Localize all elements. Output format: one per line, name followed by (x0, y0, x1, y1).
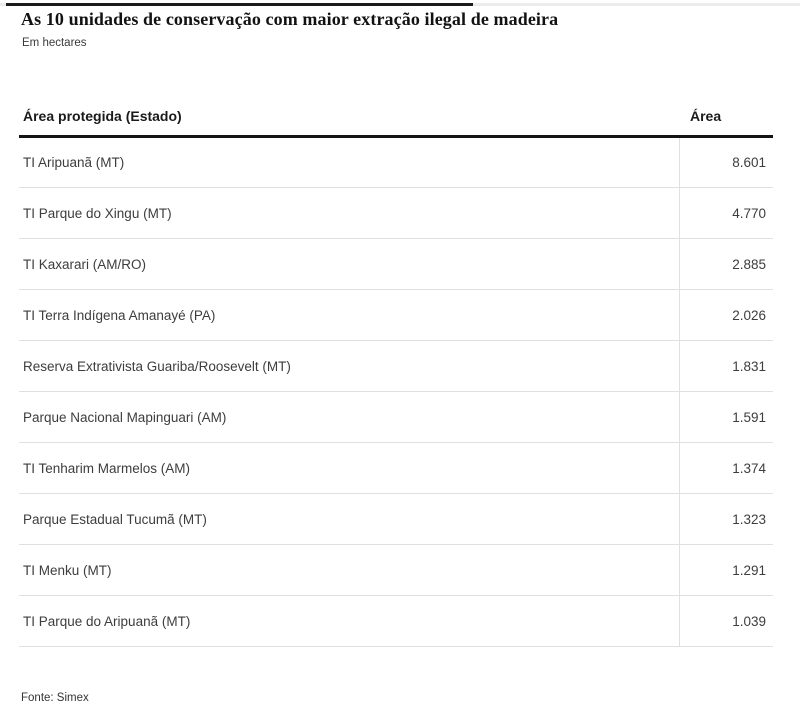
table-header-row: Área protegida (Estado) Área (19, 96, 773, 138)
row-value: 8.601 (678, 136, 773, 188)
row-value: 1.323 (678, 493, 773, 545)
row-label: TI Terra Indígena Amanayé (PA) (19, 289, 679, 341)
top-rule-dark (6, 3, 473, 6)
table-row: TI Kaxarari (AM/RO) 2.885 (19, 238, 773, 290)
row-label: TI Tenharim Marmelos (AM) (19, 442, 679, 494)
table-row: Parque Estadual Tucumã (MT) 1.323 (19, 493, 773, 545)
page-title: As 10 unidades de conservação com maior … (21, 9, 559, 29)
data-table: Área protegida (Estado) Área TI Aripuanã… (19, 96, 773, 647)
table-row: TI Terra Indígena Amanayé (PA) 2.026 (19, 289, 773, 341)
table-row: TI Tenharim Marmelos (AM) 1.374 (19, 442, 773, 494)
column-header-area-protegida: Área protegida (Estado) (19, 96, 679, 138)
row-label: Reserva Extrativista Guariba/Roosevelt (… (19, 340, 679, 392)
column-header-area: Área (679, 96, 773, 138)
page-subtitle: Em hectares (22, 37, 87, 49)
row-label: Parque Nacional Mapinguari (AM) (19, 391, 679, 443)
table-row: TI Aripuanã (MT) 8.601 (19, 136, 773, 188)
table-row: Parque Nacional Mapinguari (AM) 1.591 (19, 391, 773, 443)
row-value: 1.591 (678, 391, 773, 443)
row-label: TI Kaxarari (AM/RO) (19, 238, 679, 290)
table-header: Área protegida (Estado) Área (19, 96, 773, 138)
row-label: Parque Estadual Tucumã (MT) (19, 493, 679, 545)
row-label: TI Menku (MT) (19, 544, 679, 596)
row-value: 2.885 (678, 238, 773, 290)
table-row: TI Menku (MT) 1.291 (19, 544, 773, 596)
row-value: 2.026 (678, 289, 773, 341)
table-row: Reserva Extrativista Guariba/Roosevelt (… (19, 340, 773, 392)
row-value: 1.039 (678, 595, 773, 647)
row-value: 4.770 (678, 187, 773, 239)
table-row: TI Parque do Xingu (MT) 4.770 (19, 187, 773, 239)
table-body: TI Aripuanã (MT) 8.601 TI Parque do Xing… (19, 136, 773, 647)
row-label: TI Aripuanã (MT) (19, 136, 679, 188)
table-row: TI Parque do Aripuanã (MT) 1.039 (19, 595, 773, 647)
source-note: Fonte: Simex (21, 692, 89, 704)
row-label: TI Parque do Xingu (MT) (19, 187, 679, 239)
row-value: 1.374 (678, 442, 773, 494)
row-value: 1.831 (678, 340, 773, 392)
row-label: TI Parque do Aripuanã (MT) (19, 595, 679, 647)
row-value: 1.291 (678, 544, 773, 596)
